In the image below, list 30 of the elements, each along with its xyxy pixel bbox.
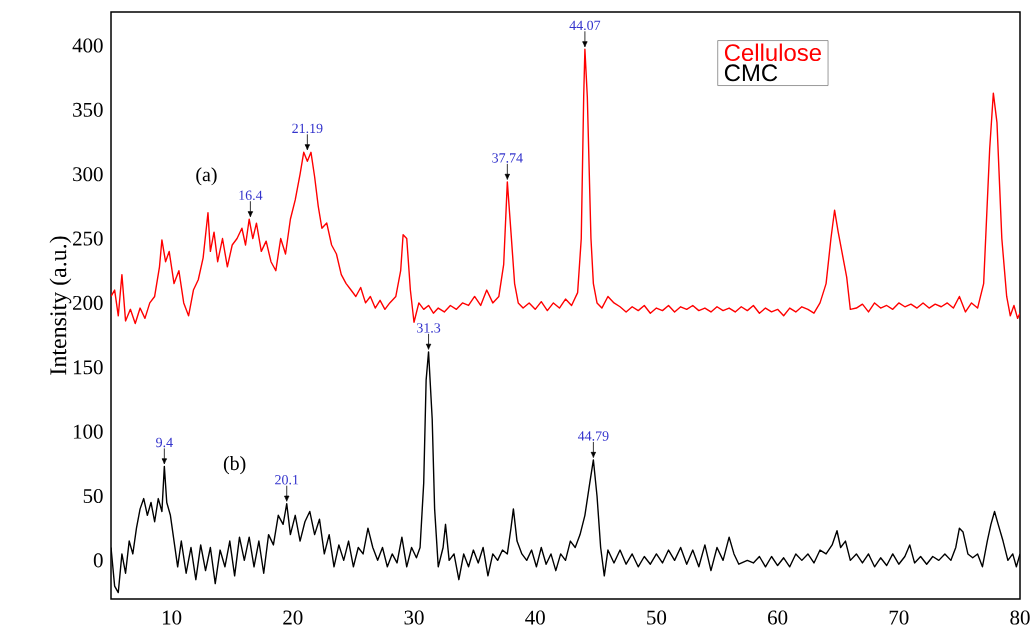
annotation: 9.4 — [156, 437, 173, 448]
annotation: (b) — [223, 456, 246, 475]
y-tick-label: 300 — [73, 167, 103, 182]
annotation: (a) — [196, 167, 217, 186]
x-tick-label: 30 — [404, 610, 424, 625]
x-tick-label: 20 — [283, 610, 303, 625]
x-tick-label: 60 — [768, 610, 788, 625]
text: CMC — [724, 64, 778, 82]
x-tick-label: 70 — [889, 610, 909, 625]
annotation: 37.74 — [492, 153, 523, 163]
annotation: 20.1 — [275, 475, 299, 485]
text: Cellulose — [724, 43, 821, 62]
x-tick-label: 10 — [162, 610, 182, 625]
y-tick-label: 400 — [72, 38, 103, 53]
y-tick-label: 150 — [73, 360, 103, 375]
annotation: 44.79 — [577, 431, 609, 441]
y-tick-label: 100 — [73, 424, 103, 439]
x-tick-label: 50 — [647, 610, 667, 625]
y-tick-label: 350 — [73, 102, 103, 117]
y-tick-label: 50 — [83, 488, 103, 504]
annotation: 21.19 — [292, 123, 323, 134]
annotation: 44.07 — [569, 20, 601, 31]
y-tick-label: 250 — [73, 231, 103, 246]
annotation: 16.4 — [239, 190, 263, 201]
y-tick-label: 0 — [93, 553, 103, 568]
x-tick-label: 40 — [525, 610, 545, 625]
annotation: 31.3 — [417, 323, 441, 333]
y-tick-label: 200 — [73, 295, 103, 310]
y-axis-title: Intensity (a.u.) — [49, 236, 72, 375]
x-tick-label: 80 — [1010, 610, 1030, 625]
